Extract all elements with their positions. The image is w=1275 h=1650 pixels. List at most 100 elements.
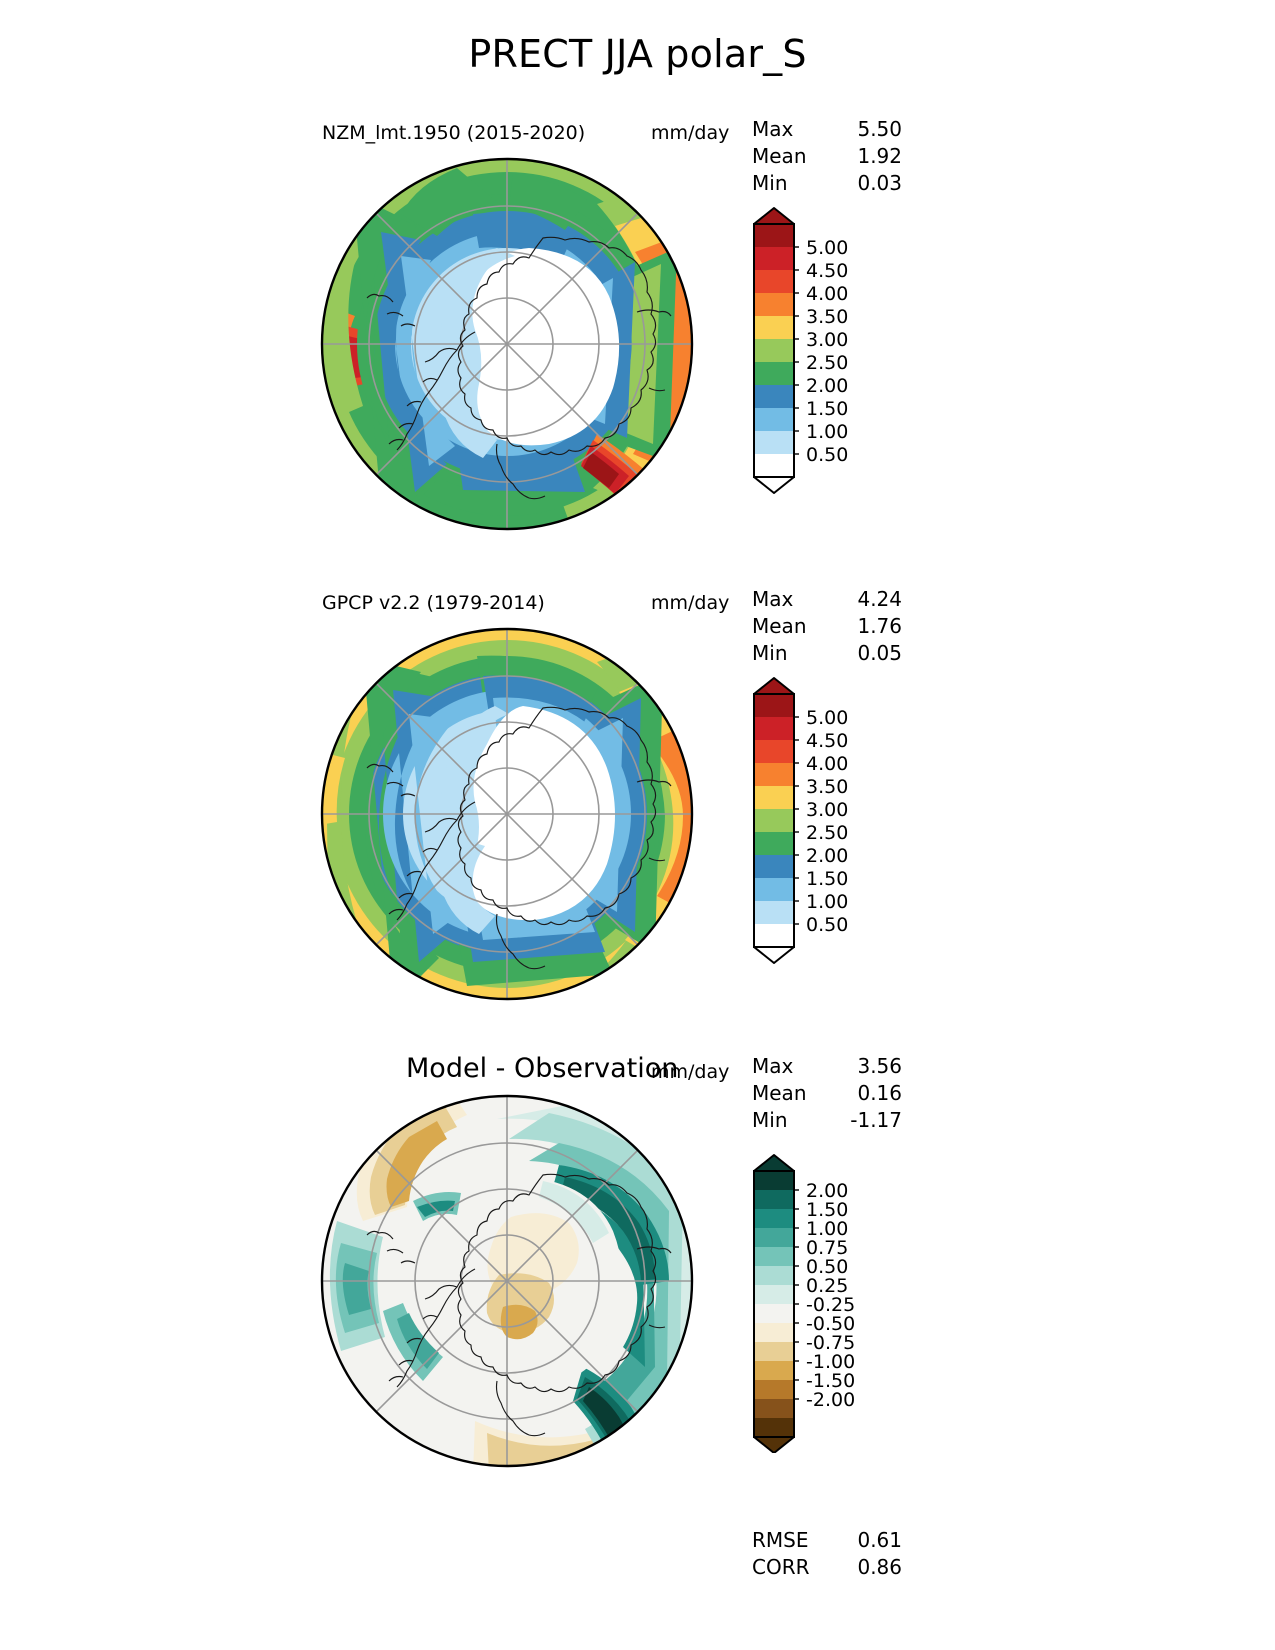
stats-row: Mean 1.76 [752,613,902,640]
colorbar-frame [753,223,795,478]
colorbar-model-svg: 5.004.504.003.503.002.502.001.501.000.50 [753,207,848,494]
colorbar-band [754,270,794,293]
stats-value-min: 0.03 [857,171,902,195]
colorbar-tick-label: 1.00 [806,891,848,913]
colorbar-band [754,1228,794,1247]
stats-value-max: 5.50 [857,117,902,141]
score-label-rmse: RMSE [752,1528,809,1552]
graticule-observation [323,630,691,998]
colorbar-tick-label: -2.00 [806,1389,855,1411]
colorbar-band [754,832,794,855]
panel-header-difference: Model - Observation mm/day Max 3.56 Mean… [0,1045,1275,1132]
colorbar-tick-label: 0.50 [806,914,848,936]
polar-map-model-svg [320,157,694,531]
colorbar-band [754,1361,794,1380]
colorbar-band [754,717,794,740]
colorbar-band [754,1304,794,1323]
colorbar-extend-min-arrow [753,476,795,494]
colorbar-band [754,786,794,809]
colorbar-tick-label: 1.50 [806,398,848,420]
colorbar-band [754,431,794,454]
colorbar-difference: 2.00 1.50 1.00 0.75 0.50 0.25 -0.25 -0.50 -0.75-… [738,1153,918,1457]
stats-label-min: Min [752,171,788,195]
globe-outline-difference [320,1094,694,1468]
colorbar-band [754,878,794,901]
colorbar-band [754,1323,794,1342]
colorbar-extend-max-arrow [753,677,795,695]
colorbar-tick-label: -1.00 [806,1351,855,1373]
polar-map-observation [297,614,717,1018]
polar-map-difference-svg [320,1094,694,1468]
colorbar-band [754,1209,794,1228]
colorbar-frame [753,693,795,948]
stats-label-min: Min [752,1108,788,1132]
stats-label-max: Max [752,587,794,611]
coastline-difference [366,1173,672,1437]
graticule-difference [323,1097,691,1465]
globe-outline-model [320,157,694,531]
stats-label-max: Max [752,117,794,141]
colorbar-model: 5.00 4.50 4.00 3.50 3.00 2.50 2.00 1.50 1.00 0.50 [738,206,918,500]
stats-value-mean: 0.16 [857,1081,902,1105]
panel-header-model: NZM_lmt.1950 (2015-2020) mm/day Max 5.50… [0,108,1275,195]
colorbar-band [754,293,794,316]
colorbar-model-bands [753,207,795,494]
coastline-observation [366,706,672,970]
colorbar-band [754,1380,794,1399]
colorbar-extend-min-arrow [753,1436,795,1454]
stats-label-mean: Mean [752,144,807,168]
score-label-corr: CORR [752,1555,810,1579]
stats-value-max: 3.56 [857,1054,902,1078]
colorbar-tick-label: 1.50 [806,868,848,890]
colorbar-band [754,1418,794,1437]
colorbar-difference-labels: 2.001.501.000.750.500.25-0.25-0.50-0.75-… [794,1180,855,1411]
stats-label-mean: Mean [752,1081,807,1105]
colorbar-band [754,740,794,763]
panel-units-model: mm/day [651,122,730,144]
colorbar-tick-label: -0.50 [806,1313,855,1335]
colorbar-band [754,408,794,431]
colorbar-tick-label: 5.00 [806,707,848,729]
colorbar-tick-label: -1.50 [806,1370,855,1392]
panel-subtitle-model: NZM_lmt.1950 (2015-2020) [322,122,586,144]
colorbar-band [754,1285,794,1304]
stats-block-model: Max 5.50 Mean 1.92 Min 0.03 [752,116,902,197]
colorbar-difference-svg: 2.001.501.000.750.500.25-0.25-0.50-0.75-… [753,1154,855,1454]
colorbar-observation-labels: 5.004.504.003.503.002.502.001.501.000.50 [794,707,848,936]
colorbar-difference-bands [753,1154,795,1454]
colorbar-tick-label: 0.50 [806,444,848,466]
colorbar-tick-label: -0.25 [806,1294,855,1316]
score-value-rmse: 0.61 [857,1528,902,1552]
colorbar-tick-label: 5.00 [806,237,848,259]
colorbar-tick-label: 4.50 [806,260,848,282]
colorbar-band [754,924,794,947]
colorbar-band [754,316,794,339]
colorbar-extend-max-arrow [753,207,795,225]
colorbar-observation-svg: 5.004.504.003.503.002.502.001.501.000.50 [753,677,848,964]
colorbar-tick-label: 1.00 [806,1218,848,1240]
panel-header-observation: GPCP v2.2 (1979-2014) mm/day Max 4.24 Me… [0,578,1275,665]
stats-row: Min 0.03 [752,170,902,197]
stats-value-mean: 1.92 [857,144,902,168]
colorbar-band [754,1190,794,1209]
polar-map-observation-svg [320,627,694,1001]
panel-subtitle-difference: Model - Observation [406,1053,679,1084]
stats-label-min: Min [752,641,788,665]
page-title: PRECT JJA polar_S [468,32,807,76]
colorbar-band [754,855,794,878]
colorbar-band [754,1266,794,1285]
colorbar-tick-label: 1.00 [806,421,848,443]
colorbar-tick-label: 0.50 [806,1256,848,1278]
globe-outline-observation [320,627,694,1001]
stats-block-difference: Max 3.56 Mean 0.16 Min -1.17 [752,1053,902,1134]
colorbar-extend-max-arrow [753,1154,795,1172]
stats-value-min: 0.05 [857,641,902,665]
colorbar-tick-label: 2.00 [806,1180,848,1202]
polar-map-difference [297,1081,717,1485]
stats-row-rmse: RMSE 0.61 [752,1527,902,1554]
colorbar-band [754,694,794,717]
stats-block-observation: Max 4.24 Mean 1.76 Min 0.05 [752,586,902,667]
colorbar-tick-label: 3.50 [806,776,848,798]
colorbar-observation-bands [753,677,795,964]
panel-subtitle-observation: GPCP v2.2 (1979-2014) [322,592,545,614]
